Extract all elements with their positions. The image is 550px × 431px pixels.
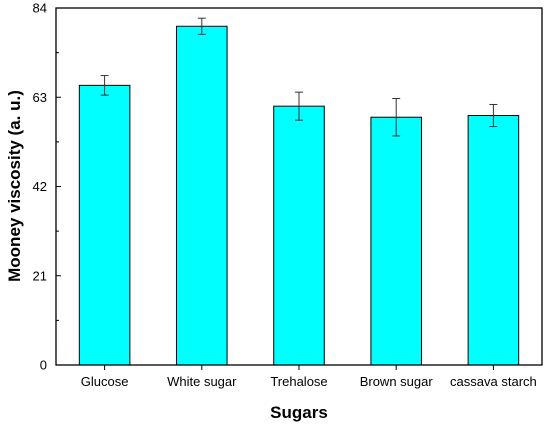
y-tick-label-4: 84	[33, 1, 47, 16]
error-bars-layer	[100, 17, 498, 137]
x-tick-label-1: White sugar	[167, 374, 237, 389]
x-axis-title: Sugars	[270, 403, 328, 422]
x-tick-label-4: cassava starch	[450, 374, 537, 389]
x-tick-label-0: Glucose	[81, 374, 129, 389]
y-tick-label-1: 21	[33, 268, 47, 283]
bar-1	[176, 25, 228, 366]
bar-4	[467, 115, 520, 366]
bar-0	[78, 84, 131, 366]
y-tick-label-3: 63	[33, 90, 47, 105]
y-axis-title: Mooney viscosity (a. u.)	[5, 90, 24, 282]
y-tick-label-0: 0	[40, 358, 47, 373]
y-tick-label-2: 42	[33, 179, 47, 194]
bar-2	[273, 105, 325, 366]
x-tick-label-3: Brown sugar	[360, 374, 434, 389]
bar-3	[370, 116, 422, 366]
x-tick-label-2: Trehalose	[270, 374, 327, 389]
x-axis: Glucose White sugar Trehalose Brown sugar ca…	[81, 365, 537, 389]
bars-layer	[78, 25, 520, 366]
y-axis: 0 21 42 63 84	[33, 1, 61, 373]
